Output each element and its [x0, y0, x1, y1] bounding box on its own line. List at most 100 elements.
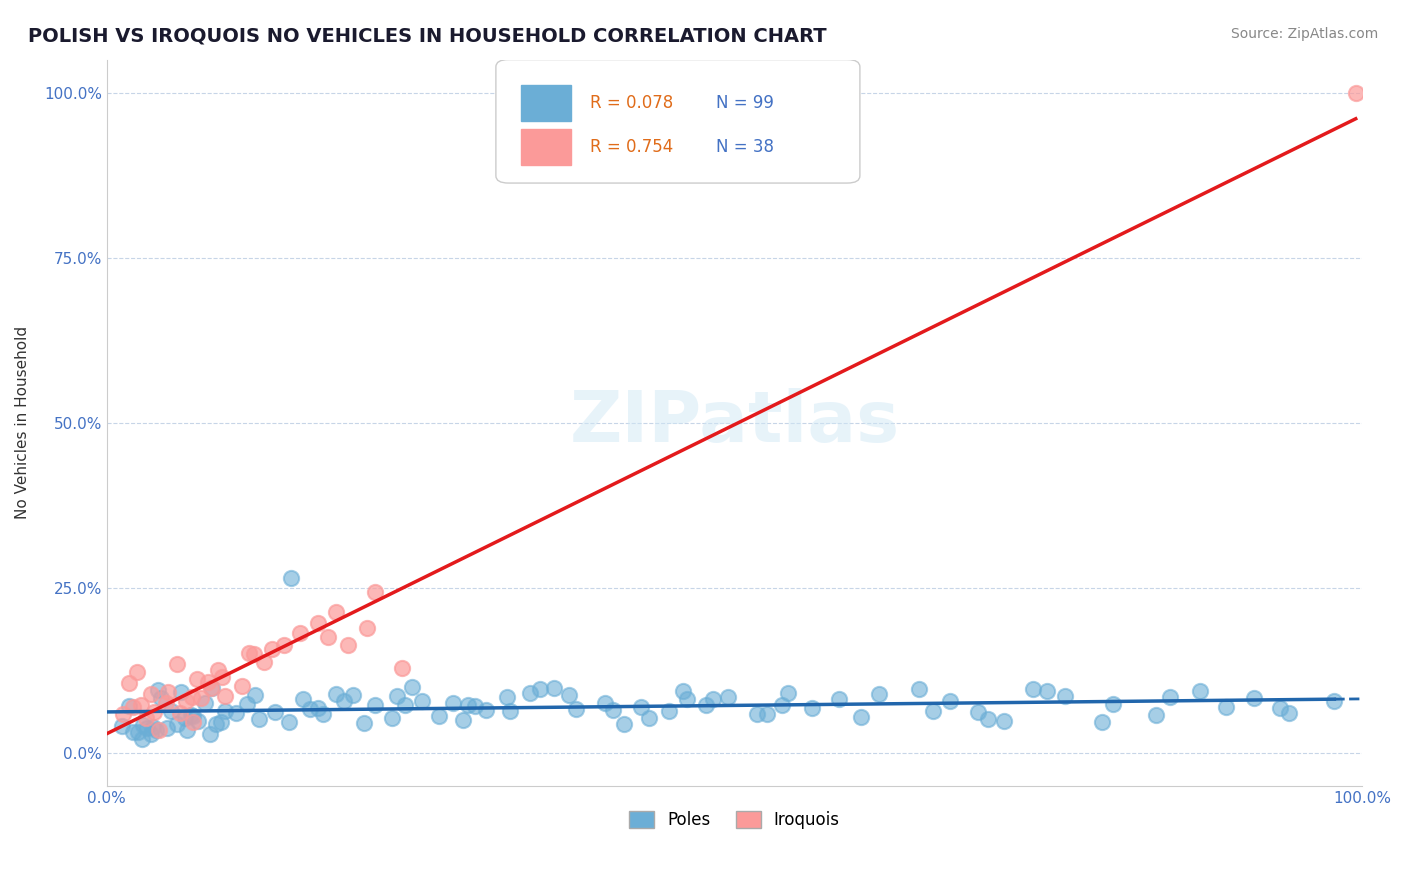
Point: [148, 683, 170, 698]
Point: [939, 694, 962, 708]
Point: [122, 700, 145, 714]
Point: [385, 689, 408, 703]
Point: [464, 698, 486, 713]
Point: [190, 690, 212, 705]
Point: [118, 698, 141, 713]
Point: [770, 698, 793, 713]
Point: [273, 638, 295, 652]
Point: [977, 712, 1000, 726]
Point: [135, 711, 157, 725]
FancyBboxPatch shape: [496, 60, 860, 183]
Point: [391, 661, 413, 675]
Point: [118, 676, 141, 690]
Point: [499, 704, 522, 718]
Point: [311, 707, 333, 722]
Text: N = 99: N = 99: [716, 95, 773, 112]
Point: [231, 679, 253, 693]
Point: [122, 724, 145, 739]
Point: [291, 692, 314, 706]
Point: [155, 696, 177, 710]
Point: [441, 696, 464, 710]
Point: [194, 696, 217, 710]
Point: [1278, 706, 1301, 720]
Point: [778, 686, 800, 700]
Point: [131, 731, 153, 746]
Point: [543, 681, 565, 695]
Point: [242, 648, 264, 662]
Point: [967, 705, 990, 719]
Point: [1091, 715, 1114, 730]
Point: [381, 711, 404, 725]
Point: [695, 698, 717, 712]
Point: [112, 707, 135, 722]
Point: [201, 681, 224, 695]
Point: [401, 681, 423, 695]
Point: [307, 701, 329, 715]
Point: [197, 675, 219, 690]
Point: [236, 697, 259, 711]
Point: [1102, 697, 1125, 711]
Text: Source: ZipAtlas.com: Source: ZipAtlas.com: [1230, 27, 1378, 41]
Point: [143, 705, 166, 719]
Point: [1053, 689, 1076, 703]
Point: [868, 687, 890, 701]
Text: ZIPatlas: ZIPatlas: [569, 388, 900, 458]
Point: [288, 625, 311, 640]
Point: [849, 710, 872, 724]
Point: [262, 642, 284, 657]
Point: [336, 638, 359, 652]
Point: [214, 704, 236, 718]
Point: [451, 714, 474, 728]
Point: [801, 701, 824, 715]
Point: [299, 702, 322, 716]
Point: [921, 704, 943, 718]
Text: R = 0.078: R = 0.078: [591, 95, 673, 112]
Point: [139, 727, 162, 741]
Text: N = 38: N = 38: [716, 137, 773, 156]
Point: [238, 646, 260, 660]
Point: [1159, 690, 1181, 705]
Point: [675, 692, 697, 706]
Point: [565, 701, 588, 715]
Point: [1036, 684, 1059, 698]
Point: [1022, 681, 1045, 696]
Point: [187, 714, 209, 728]
Point: [132, 718, 155, 732]
Point: [149, 690, 172, 705]
Point: [529, 681, 551, 696]
Point: [457, 698, 479, 713]
Point: [638, 711, 661, 725]
Point: [717, 690, 740, 704]
Point: [183, 709, 205, 723]
Point: [129, 698, 152, 713]
Bar: [522, 128, 571, 165]
Point: [280, 571, 302, 585]
Point: [702, 691, 724, 706]
Point: [1215, 699, 1237, 714]
Point: [1189, 683, 1212, 698]
Point: [333, 694, 356, 708]
Point: [214, 689, 236, 703]
Point: [1270, 701, 1292, 715]
Point: [756, 706, 779, 721]
Point: [156, 722, 179, 736]
Point: [111, 719, 134, 733]
Point: [475, 703, 498, 717]
Point: [127, 725, 149, 739]
Point: [356, 621, 378, 635]
Point: [658, 704, 681, 718]
Point: [557, 689, 579, 703]
Point: [307, 615, 329, 630]
Text: R = 0.754: R = 0.754: [591, 137, 673, 156]
Point: [125, 665, 148, 679]
Point: [253, 655, 276, 669]
Point: [209, 715, 232, 730]
Point: [166, 657, 188, 672]
Point: [159, 704, 181, 718]
Legend: Poles, Iroquois: Poles, Iroquois: [623, 804, 846, 836]
Point: [148, 723, 170, 738]
Point: [205, 717, 228, 731]
Point: [180, 708, 202, 723]
Bar: [522, 85, 571, 121]
Point: [325, 605, 347, 619]
